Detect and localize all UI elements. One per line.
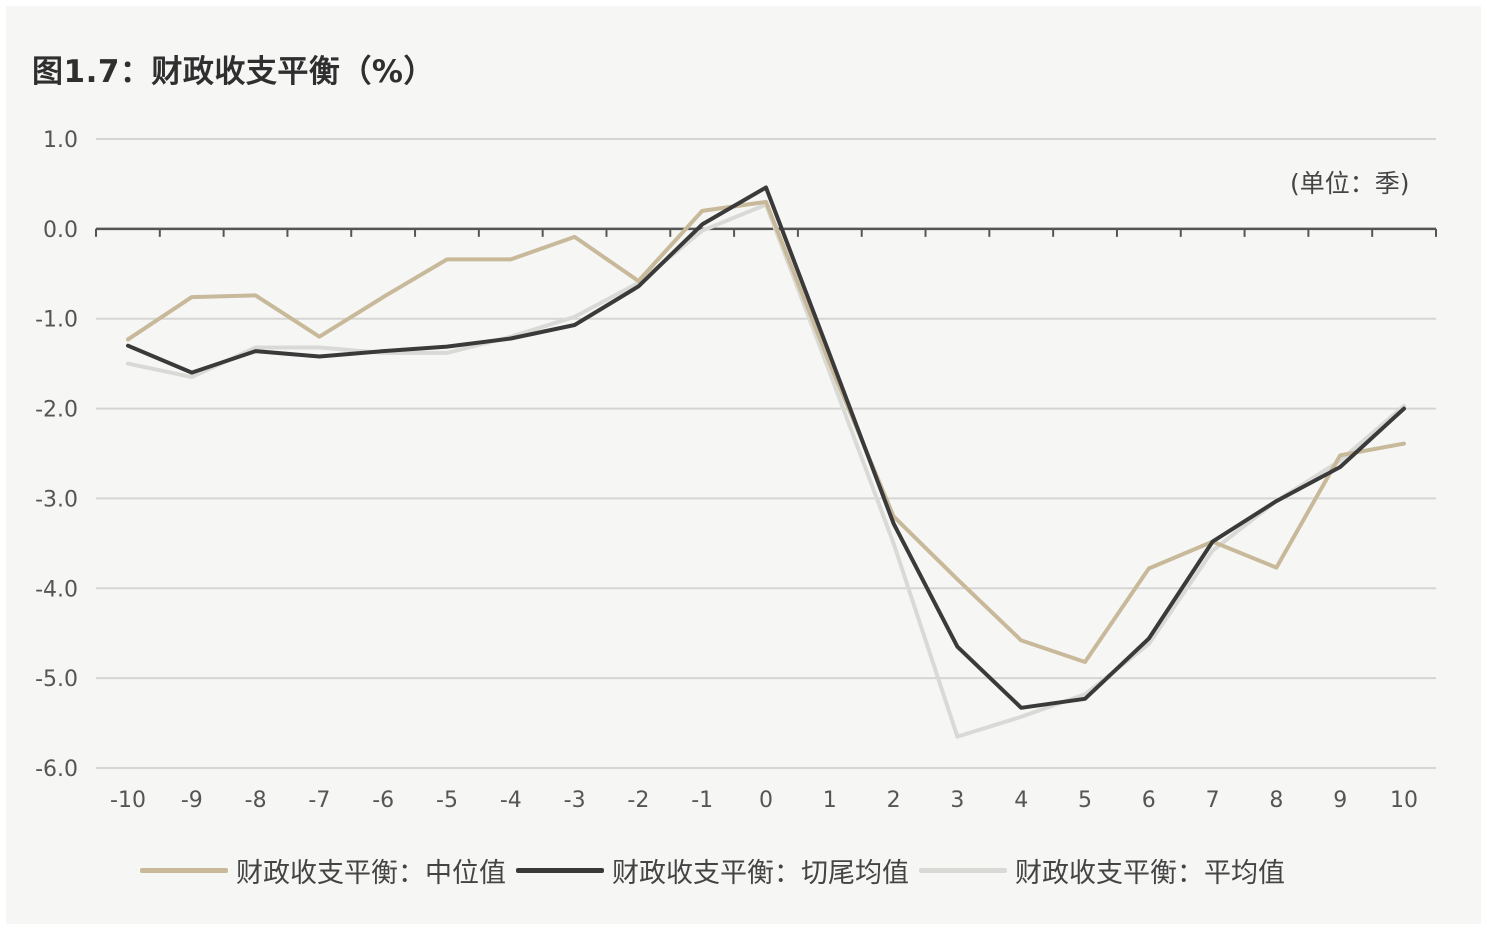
x-tick-label: -5 bbox=[436, 788, 458, 813]
x-tick-label: 10 bbox=[1390, 788, 1418, 813]
y-tick-label: -2.0 bbox=[35, 398, 78, 423]
legend-label-trimmed-mean: 财政收支平衡：切尾均值 bbox=[612, 857, 909, 889]
chart-panel bbox=[6, 6, 1481, 924]
x-tick-label: 1 bbox=[823, 788, 837, 813]
x-tick-label: -1 bbox=[691, 788, 713, 813]
y-tick-label: -3.0 bbox=[35, 487, 78, 512]
x-tick-label: -4 bbox=[500, 788, 522, 813]
unit-note: (单位：季) bbox=[1290, 169, 1410, 198]
x-tick-label: -10 bbox=[110, 788, 146, 813]
series-line-median bbox=[126, 199, 1406, 664]
legend-item-median: 财政收支平衡：中位值 bbox=[140, 851, 506, 890]
x-tick-label: 7 bbox=[1206, 788, 1220, 813]
series-line-mean bbox=[126, 202, 1406, 739]
series-line-trimmed-mean bbox=[126, 185, 1406, 710]
x-tick-label: -7 bbox=[308, 788, 330, 813]
x-tick-label: -2 bbox=[627, 788, 649, 813]
legend-swatch-mean bbox=[919, 867, 1007, 873]
x-axis bbox=[95, 227, 1437, 237]
x-tick-label: 2 bbox=[887, 788, 901, 813]
x-tick-label: 5 bbox=[1078, 788, 1092, 813]
y-tick-label: -5.0 bbox=[35, 667, 78, 692]
x-tick-label: 4 bbox=[1014, 788, 1028, 813]
x-tick-label: 3 bbox=[950, 788, 964, 813]
y-tick-label: 1.0 bbox=[43, 128, 78, 153]
y-tick-label: -1.0 bbox=[35, 308, 78, 333]
x-tick-label: 8 bbox=[1269, 788, 1283, 813]
y-tick-label: -4.0 bbox=[35, 577, 78, 602]
y-tick-labels: 1.0 0.0 -1.0 -2.0 -3.0 -4.0 -5.0 -6.0 bbox=[35, 128, 78, 782]
x-tick-labels: -10 -9 -8 -7 -6 -5 -4 -3 -2 -1 0 1 2 3 4 5 6 7 8 9 10 bbox=[110, 788, 1418, 813]
legend-label-mean: 财政收支平衡：平均值 bbox=[1015, 857, 1285, 889]
x-tick-label: 6 bbox=[1142, 788, 1156, 813]
y-tick-label: 0.0 bbox=[43, 218, 78, 243]
legend-label-median: 财政收支平衡：中位值 bbox=[236, 857, 506, 889]
legend-swatch-median bbox=[140, 867, 228, 873]
x-tick-label: 9 bbox=[1333, 788, 1347, 813]
x-tick-label: -9 bbox=[181, 788, 203, 813]
y-tick-label: -6.0 bbox=[35, 757, 78, 782]
legend-item-mean: 财政收支平衡：平均值 bbox=[919, 851, 1285, 890]
series-lines bbox=[126, 185, 1406, 739]
legend-item-trimmed-mean: 财政收支平衡：切尾均值 bbox=[516, 851, 909, 890]
legend-swatch-trimmed-mean bbox=[516, 867, 604, 873]
x-tick-label: -8 bbox=[245, 788, 267, 813]
x-tick-label: 0 bbox=[759, 788, 773, 813]
legend: 财政收支平衡：中位值 财政收支平衡：切尾均值 财政收支平衡：平均值 bbox=[140, 850, 1295, 890]
x-tick-label: -3 bbox=[564, 788, 586, 813]
x-tick-label: -6 bbox=[372, 788, 394, 813]
gridlines bbox=[96, 138, 1436, 769]
chart-title: 图1.7：财政收支平衡（%） bbox=[32, 54, 435, 90]
